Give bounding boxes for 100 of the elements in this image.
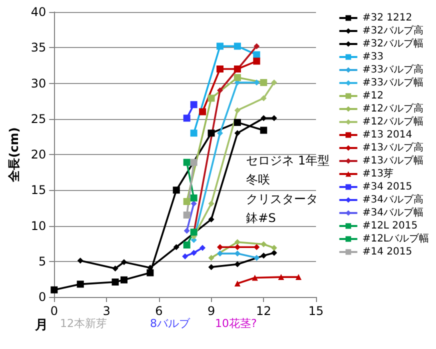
legend-label: #34 2015 <box>362 182 412 192</box>
y-tick-label: 35 <box>30 40 46 55</box>
legend-label: #33バルブ高 <box>362 64 424 76</box>
legend-label: #13バルブ高 <box>362 142 424 154</box>
y-tick-label: 30 <box>30 76 46 90</box>
point <box>190 130 198 137</box>
point <box>260 241 267 248</box>
annotation: 鉢#S <box>246 211 276 226</box>
point <box>183 158 190 166</box>
point <box>190 194 198 202</box>
point <box>112 278 119 286</box>
point <box>260 252 267 259</box>
legend-label: #12バルブ高 <box>362 102 424 114</box>
point <box>76 280 84 288</box>
legend-label: #13芽 <box>362 168 394 180</box>
point <box>200 244 206 251</box>
y-tick-label: 5 <box>38 254 46 268</box>
point <box>190 101 198 108</box>
x-tick-label: 15 <box>308 304 324 318</box>
point <box>183 212 190 219</box>
point <box>234 74 241 82</box>
point <box>216 66 224 72</box>
point <box>271 80 278 86</box>
y-tick-label: 40 <box>30 5 46 19</box>
point <box>208 254 214 261</box>
point <box>208 94 215 102</box>
legend-label: #12 <box>362 90 384 102</box>
point <box>216 87 223 94</box>
point <box>271 250 278 256</box>
point <box>216 250 223 257</box>
point <box>190 158 198 166</box>
point <box>234 42 241 50</box>
legend-label: #34バルブ幅 <box>362 206 424 218</box>
point <box>271 244 278 251</box>
annotation: セロジネ 1年型 <box>246 154 330 168</box>
annotation: 冬咲 <box>246 172 270 187</box>
y-tick-label: 10 <box>30 218 46 233</box>
y-axis-title: 全長(cm) <box>7 127 21 183</box>
point <box>120 276 128 284</box>
point <box>172 186 180 194</box>
point <box>234 239 240 246</box>
point <box>183 241 190 248</box>
x-tick-label: 9 <box>207 304 216 318</box>
y-tick-label: 25 <box>30 112 46 126</box>
point <box>260 126 268 134</box>
point <box>252 274 258 281</box>
point <box>271 115 278 122</box>
point <box>234 130 240 136</box>
y-tick-label: 0 <box>38 290 46 304</box>
point <box>216 244 223 250</box>
point <box>216 130 223 136</box>
x-tick-label: 0 <box>50 304 58 318</box>
point <box>278 274 284 280</box>
y-tick-label: 20 <box>30 148 46 162</box>
point <box>208 130 215 137</box>
point <box>234 261 240 268</box>
point <box>216 42 224 50</box>
point <box>190 250 197 256</box>
text: 12本新芽 <box>60 317 107 330</box>
point <box>120 259 127 266</box>
x-tick-label: 3 <box>102 304 110 318</box>
legend-label: #13バルブ幅 <box>362 154 424 166</box>
point <box>199 108 206 116</box>
legend-label: #34バルブ高 <box>362 194 424 206</box>
point <box>183 114 190 122</box>
legend-label: #33バルブ幅 <box>362 76 424 88</box>
point <box>173 244 180 250</box>
legend-label: #12L 2015 <box>362 220 418 232</box>
point <box>184 228 190 234</box>
legend-label: #14 2015 <box>362 246 412 258</box>
legend-label: #12Lバルブ幅 <box>362 232 430 244</box>
y-tick-label: 15 <box>30 183 46 198</box>
point <box>77 258 84 264</box>
point <box>112 266 118 272</box>
legend-label: #12バルブ幅 <box>362 116 424 128</box>
point <box>260 95 267 102</box>
x-tick-label: 6 <box>155 304 163 318</box>
point <box>234 66 241 72</box>
point <box>254 43 260 50</box>
legend-label: #33 <box>362 52 384 62</box>
text: 8バルブ <box>150 317 191 330</box>
x-axis-title: 月 <box>34 318 48 333</box>
point <box>253 58 260 65</box>
point <box>208 216 214 222</box>
point <box>234 280 240 286</box>
point <box>254 80 260 86</box>
legend-label: #32バルブ幅 <box>362 38 424 50</box>
point <box>50 286 58 294</box>
legend-label: #13 2014 <box>362 130 412 140</box>
legend-label: #32バルブ高 <box>362 24 424 36</box>
point <box>208 200 214 207</box>
point <box>182 253 188 260</box>
x-tick-label: 12 <box>256 304 272 318</box>
text: 10花茎? <box>215 317 257 330</box>
point <box>190 200 197 207</box>
point <box>234 107 240 114</box>
point <box>208 264 214 270</box>
point <box>254 244 260 250</box>
point <box>146 269 154 276</box>
point <box>234 118 241 126</box>
